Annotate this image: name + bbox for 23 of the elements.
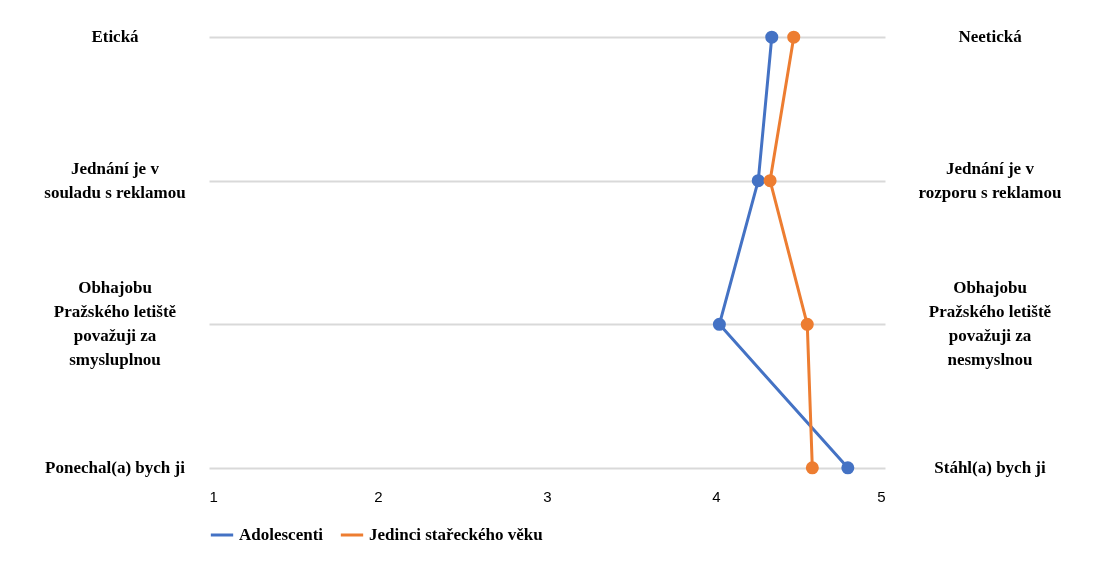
point <box>841 461 855 475</box>
point <box>763 174 777 188</box>
y2-tick-label: Jednání je v rozporu s reklamou <box>918 158 1062 202</box>
y-tick-label: Ponechal(a) bych ji <box>45 457 186 477</box>
point <box>751 174 765 188</box>
x-tick-label: 2 <box>374 487 383 505</box>
y2-tick-label: Stáhl(a) bych ji <box>934 457 1046 477</box>
point <box>712 317 726 331</box>
point <box>800 317 814 331</box>
legend-label: Jedinci stařeckého věku <box>369 525 543 544</box>
y-tick-label: Obhajobu Pražského letiště považuji za smysluplnou <box>53 278 177 370</box>
x-tick-label: 4 <box>712 487 721 505</box>
x-tick-label: 3 <box>543 487 552 505</box>
y-tick-label: Jednání je v souladu s reklamou <box>44 158 186 202</box>
y-tick-label: Etická <box>91 27 140 47</box>
y2-tick-label: Obhajobu Pražského letiště považuji za nesmyslnou <box>928 278 1052 370</box>
y2-tick-label: Neetická <box>958 27 1023 47</box>
point <box>805 461 819 475</box>
legend-label: Adolescenti <box>239 525 324 544</box>
x-tick-label: 5 <box>877 487 886 505</box>
point <box>765 30 779 44</box>
point <box>787 30 801 44</box>
x-tick-label: 1 <box>209 487 218 505</box>
